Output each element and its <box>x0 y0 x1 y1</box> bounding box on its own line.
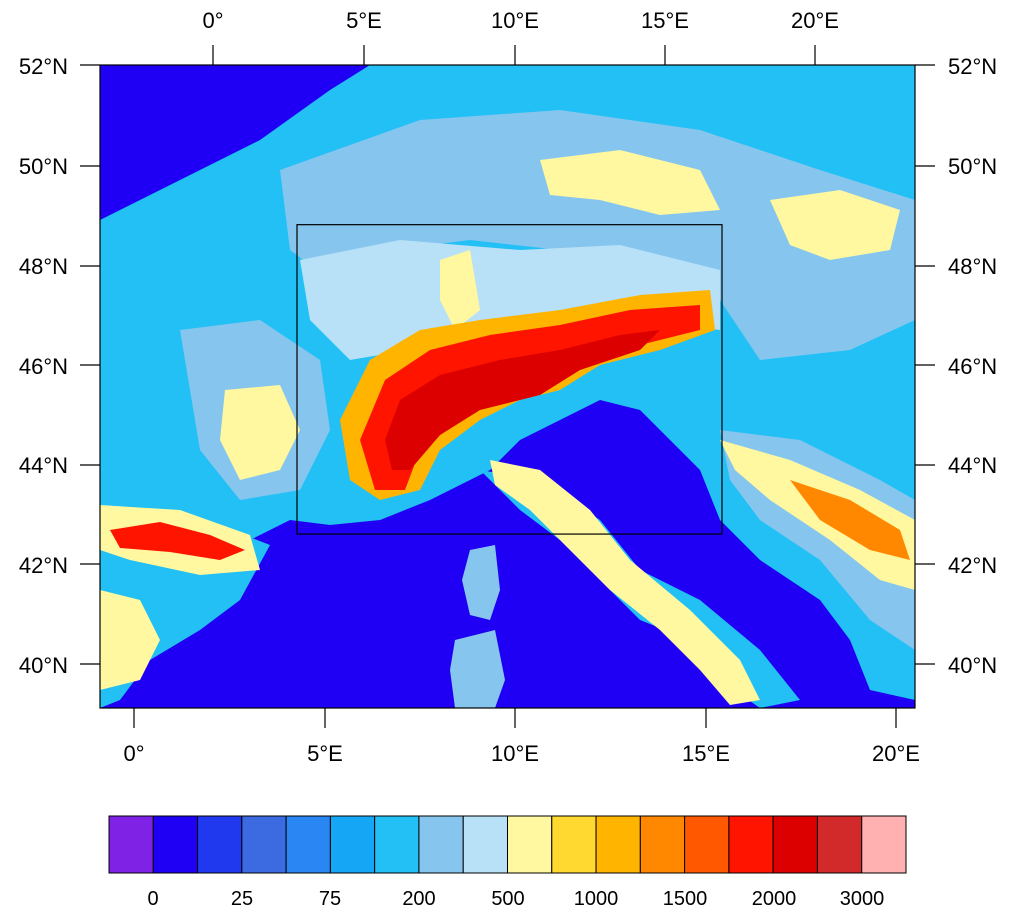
upland-central-europe <box>280 110 915 360</box>
colorbar-labels: 0 25 75 200 500 1000 1500 2000 3000 <box>147 888 884 910</box>
colorbar-swatch-0 <box>108 815 154 874</box>
pyrenees-high <box>110 522 245 560</box>
colorbar-swatch-17 <box>861 815 907 874</box>
hills-carpathians <box>770 190 900 260</box>
colorbar-label-2000: 2000 <box>752 888 797 910</box>
colorbar-label-3000: 3000 <box>840 888 885 910</box>
right-lat-label-50n: 50°N <box>948 154 997 179</box>
inner-domain-box <box>296 224 723 535</box>
colorbar-label-25: 25 <box>231 888 253 910</box>
tick-marks <box>80 45 935 728</box>
colorbar-swatch-3 <box>241 815 287 874</box>
colorbar-swatch-13 <box>684 815 730 874</box>
top-lon-label-15e: 15°E <box>641 8 689 33</box>
colorbar-swatch-6 <box>374 815 420 874</box>
left-lat-label-40n: 40°N <box>19 653 68 678</box>
colorbar-swatch-4 <box>285 815 331 874</box>
colorbar-swatch-12 <box>639 815 686 874</box>
alps-summit <box>385 330 660 470</box>
left-lat-label-46n: 46°N <box>19 354 68 379</box>
right-lat-label-44n: 44°N <box>948 453 997 478</box>
dinarides-high <box>790 480 910 560</box>
colorbar-swatch-14 <box>728 815 774 874</box>
colorbar-swatch-7 <box>418 815 464 874</box>
colorbar <box>108 815 907 874</box>
colorbar-swatch-10 <box>551 815 597 874</box>
right-lat-label-46n: 46°N <box>948 354 997 379</box>
colorbar-label-75: 75 <box>319 888 341 910</box>
left-lat-label-50n: 50°N <box>19 154 68 179</box>
colorbar-swatch-16 <box>816 815 863 874</box>
colorbar-label-1000: 1000 <box>574 888 619 910</box>
right-lat-label-52n: 52°N <box>948 54 997 79</box>
colorbar-swatch-9 <box>507 815 553 874</box>
top-lon-label-10e: 10°E <box>491 8 539 33</box>
colorbar-label-1500: 1500 <box>663 888 708 910</box>
map-frame <box>99 64 916 709</box>
bottom-lon-label-0: 0° <box>123 741 144 766</box>
colorbar-label-0: 0 <box>147 888 158 910</box>
left-lat-label-52n: 52°N <box>19 54 68 79</box>
colorbar-swatch-15 <box>772 815 818 874</box>
top-lon-label-20e: 20°E <box>791 8 839 33</box>
hills-vosges-black-forest <box>440 250 480 330</box>
bottom-lon-label-5e: 5°E <box>307 741 343 766</box>
hills-massif-central <box>220 385 300 480</box>
terrain-field <box>100 65 915 708</box>
hills-apennines <box>490 460 760 705</box>
bottom-lon-label-20e: 20°E <box>872 741 920 766</box>
bottom-lon-label-10e: 10°E <box>491 741 539 766</box>
colorbar-swatch-8 <box>462 815 509 874</box>
colorbar-swatch-11 <box>595 815 641 874</box>
colorbar-label-500: 500 <box>491 888 524 910</box>
top-lon-label-0: 0° <box>202 8 223 33</box>
land-corsica <box>462 545 500 620</box>
hills-iberia-south <box>100 590 160 690</box>
right-lat-label-48n: 48°N <box>948 254 997 279</box>
colorbar-swatch-2 <box>197 815 243 874</box>
colorbar-swatch-1 <box>152 815 199 874</box>
left-lat-label-44n: 44°N <box>19 453 68 478</box>
left-lat-label-48n: 48°N <box>19 254 68 279</box>
right-lat-label-40n: 40°N <box>948 653 997 678</box>
right-lat-label-42n: 42°N <box>948 553 997 578</box>
left-lat-label-42n: 42°N <box>19 553 68 578</box>
bottom-lon-label-15e: 15°E <box>682 741 730 766</box>
hills-bohemia <box>540 150 720 215</box>
land-sardinia <box>450 630 505 708</box>
colorbar-swatch-5 <box>329 815 376 874</box>
top-lon-label-5e: 5°E <box>346 8 382 33</box>
colorbar-label-200: 200 <box>402 888 435 910</box>
upland-pre-alps <box>300 240 720 360</box>
